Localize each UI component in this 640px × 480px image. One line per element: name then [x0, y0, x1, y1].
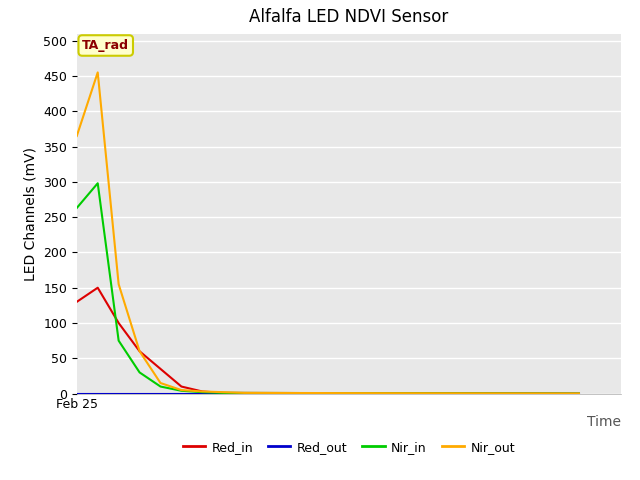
- Red_in: [157, 366, 164, 372]
- Nir_out: [198, 389, 206, 395]
- Nir_out: [115, 281, 122, 287]
- Line: Nir_out: Nir_out: [77, 72, 579, 394]
- Nir_out: [575, 391, 583, 396]
- Red_in: [94, 285, 102, 290]
- Red_in: [220, 390, 227, 396]
- Text: TA_rad: TA_rad: [82, 39, 129, 52]
- Nir_out: [177, 387, 185, 393]
- Nir_in: [575, 391, 583, 396]
- Nir_out: [241, 390, 248, 396]
- Nir_in: [115, 338, 122, 344]
- Nir_in: [220, 390, 227, 396]
- Nir_out: [157, 380, 164, 386]
- Line: Nir_in: Nir_in: [77, 183, 579, 394]
- Red_in: [73, 299, 81, 305]
- Nir_out: [73, 133, 81, 139]
- Red_in: [575, 391, 583, 396]
- Title: Alfalfa LED NDVI Sensor: Alfalfa LED NDVI Sensor: [249, 9, 449, 26]
- Red_in: [198, 389, 206, 395]
- Legend: Red_in, Red_out, Nir_in, Nir_out: Red_in, Red_out, Nir_in, Nir_out: [177, 436, 520, 459]
- Nir_out: [220, 389, 227, 395]
- Nir_in: [157, 384, 164, 389]
- Nir_in: [177, 388, 185, 394]
- Nir_in: [198, 389, 206, 395]
- Y-axis label: LED Channels (mV): LED Channels (mV): [24, 146, 38, 281]
- Nir_in: [136, 370, 143, 375]
- Red_in: [136, 348, 143, 354]
- Line: Red_in: Red_in: [77, 288, 579, 394]
- Nir_out: [136, 348, 143, 354]
- Red_in: [115, 320, 122, 326]
- Nir_out: [94, 70, 102, 75]
- Nir_in: [94, 180, 102, 186]
- Red_in: [177, 384, 185, 389]
- Nir_in: [73, 205, 81, 211]
- Text: Time: Time: [587, 415, 621, 429]
